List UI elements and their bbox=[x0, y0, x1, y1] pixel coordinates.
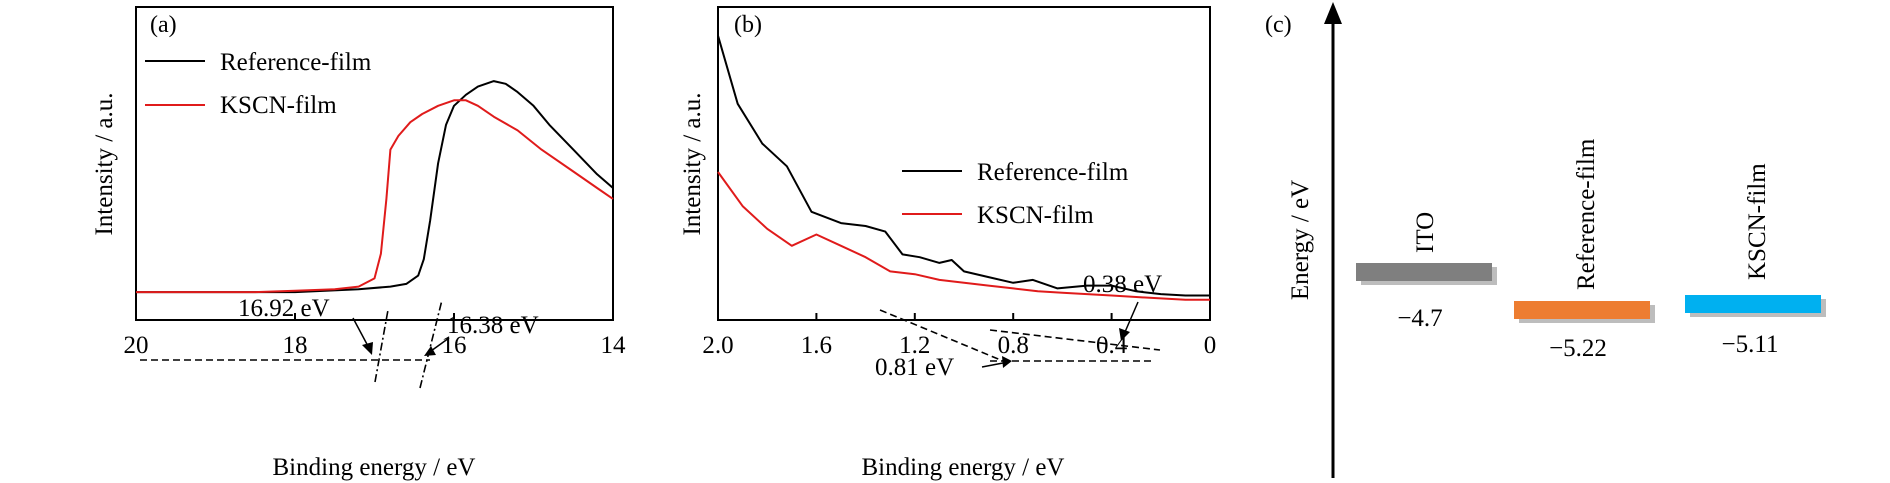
panel-a-x-tick-labels: 20 18 16 14 bbox=[124, 332, 627, 359]
panel-b-series bbox=[717, 35, 1210, 301]
panel-a-annotation-kscn-onset: 16.92 eV bbox=[238, 295, 330, 322]
energy-level-reference-film-bar bbox=[1514, 301, 1650, 319]
panel-a-series-line-kscn-film bbox=[136, 99, 614, 294]
panel-a-annotation-kscn-arrowhead bbox=[362, 342, 373, 355]
panel-b-x-tick-label: 2.0 bbox=[702, 332, 733, 359]
panel-c-y-axis-title: Energy / eV bbox=[1287, 180, 1314, 300]
panel-a-kscn-tangent bbox=[374, 309, 389, 383]
panel-b-baseline-extrapolation bbox=[879, 309, 1161, 362]
panel-a-x-tick-label: 18 bbox=[283, 332, 308, 359]
panel-b-x-tick-label: 0.8 bbox=[998, 332, 1029, 359]
panel-a-plot-frame bbox=[135, 6, 614, 321]
panel-b-x-tick-label: 1.2 bbox=[899, 332, 930, 359]
energy-level-kscn-film-bar bbox=[1685, 295, 1821, 313]
panel-b: (b) 2.0 1.6 1.2 0.8 0.4 0 Binding energy / eV… bbox=[679, 6, 1216, 481]
panel-b-x-tick-label: 0 bbox=[1204, 332, 1217, 359]
panel-b-y-axis-title: Intensity / a.u. bbox=[679, 92, 706, 235]
panel-a-annotation-reference-onset: 16.38 eV bbox=[447, 312, 539, 339]
energy-level-reference-film-value: −5.22 bbox=[1549, 335, 1607, 362]
panel-b-series-line-kscn-film bbox=[717, 171, 1210, 301]
panel-a-y-axis-title: Intensity / a.u. bbox=[91, 92, 118, 235]
panel-a-series-line-reference-film bbox=[136, 80, 614, 294]
panel-c-energy-axis-arrowhead bbox=[1324, 2, 1342, 24]
energy-level-reference-film: Reference-film −5.22 bbox=[1514, 138, 1655, 362]
energy-level-ito-label: ITO bbox=[1412, 212, 1439, 253]
panel-a-x-tick-label: 14 bbox=[601, 332, 627, 359]
panel-b-series-line-reference-film bbox=[717, 35, 1210, 297]
panel-a-x-axis-title: Binding energy / eV bbox=[273, 454, 476, 481]
panel-a-x-tick-label: 16 bbox=[442, 332, 467, 359]
panel-a-annotation-kscn-arrow bbox=[352, 317, 370, 349]
energy-level-ito-value: −4.7 bbox=[1397, 305, 1442, 332]
energy-level-ito: ITO −4.7 bbox=[1356, 212, 1497, 332]
panel-b-annotation-reference-onset: 0.38 eV bbox=[1083, 271, 1162, 298]
panel-c: (c) Energy / eV ITO −4.7 Reference-film … bbox=[1265, 2, 1826, 478]
panel-b-x-tick-labels: 2.0 1.6 1.2 0.8 0.4 0 bbox=[702, 332, 1216, 359]
panel-b-reference-tangent bbox=[989, 329, 1161, 351]
panel-a-legend: Reference-film KSCN-film bbox=[145, 49, 372, 119]
energy-level-kscn-film-label: KSCN-film bbox=[1744, 163, 1771, 280]
panel-b-kscn-tangent bbox=[879, 309, 1004, 362]
panel-a-annotations: 16.92 eV 16.38 eV bbox=[238, 295, 539, 356]
panel-a-label: (a) bbox=[150, 12, 177, 38]
panel-b-annotation-reference-arrow bbox=[1124, 301, 1139, 333]
panel-a-baseline-extrapolation bbox=[140, 299, 443, 389]
panel-a: (a) 20 18 16 14 Binding energy / eV Intensi… bbox=[91, 6, 627, 481]
panel-b-legend-label-kscn: KSCN-film bbox=[977, 202, 1094, 229]
panel-b-annotation-kscn-arrowhead bbox=[1002, 356, 1012, 368]
panel-b-x-ticks bbox=[717, 313, 1211, 320]
panel-b-legend-label-reference: Reference-film bbox=[977, 159, 1129, 186]
panel-a-series bbox=[136, 80, 614, 294]
panel-a-x-ticks bbox=[135, 313, 614, 320]
panel-a-annotation-reference-arrow bbox=[430, 337, 450, 352]
energy-level-reference-film-label: Reference-film bbox=[1573, 138, 1600, 290]
panel-a-legend-label-kscn: KSCN-film bbox=[220, 92, 337, 119]
panel-a-annotation-reference-arrowhead bbox=[424, 346, 436, 356]
panel-b-x-axis-title: Binding energy / eV bbox=[862, 454, 1065, 481]
panel-c-label: (c) bbox=[1265, 12, 1292, 38]
panel-b-plot-frame bbox=[717, 6, 1211, 321]
panel-b-legend: Reference-film KSCN-film bbox=[902, 159, 1129, 229]
panel-a-x-tick-label: 20 bbox=[124, 332, 149, 359]
panel-b-annotation-kscn-arrow bbox=[981, 362, 1004, 368]
panel-b-annotation-kscn-onset: 0.81 eV bbox=[875, 354, 954, 381]
panel-b-x-tick-label: 1.6 bbox=[801, 332, 832, 359]
panel-b-annotation-reference-arrowhead bbox=[1119, 328, 1130, 341]
panel-a-reference-tangent bbox=[419, 299, 443, 389]
panel-a-legend-label-reference: Reference-film bbox=[220, 49, 372, 76]
energy-level-kscn-film-value: −5.11 bbox=[1722, 331, 1779, 358]
panel-b-annotations: 0.38 eV 0.81 eV bbox=[875, 271, 1162, 381]
energy-level-kscn-film: KSCN-film −5.11 bbox=[1685, 163, 1826, 358]
panel-b-label: (b) bbox=[734, 12, 762, 38]
energy-level-ito-bar bbox=[1356, 263, 1492, 281]
